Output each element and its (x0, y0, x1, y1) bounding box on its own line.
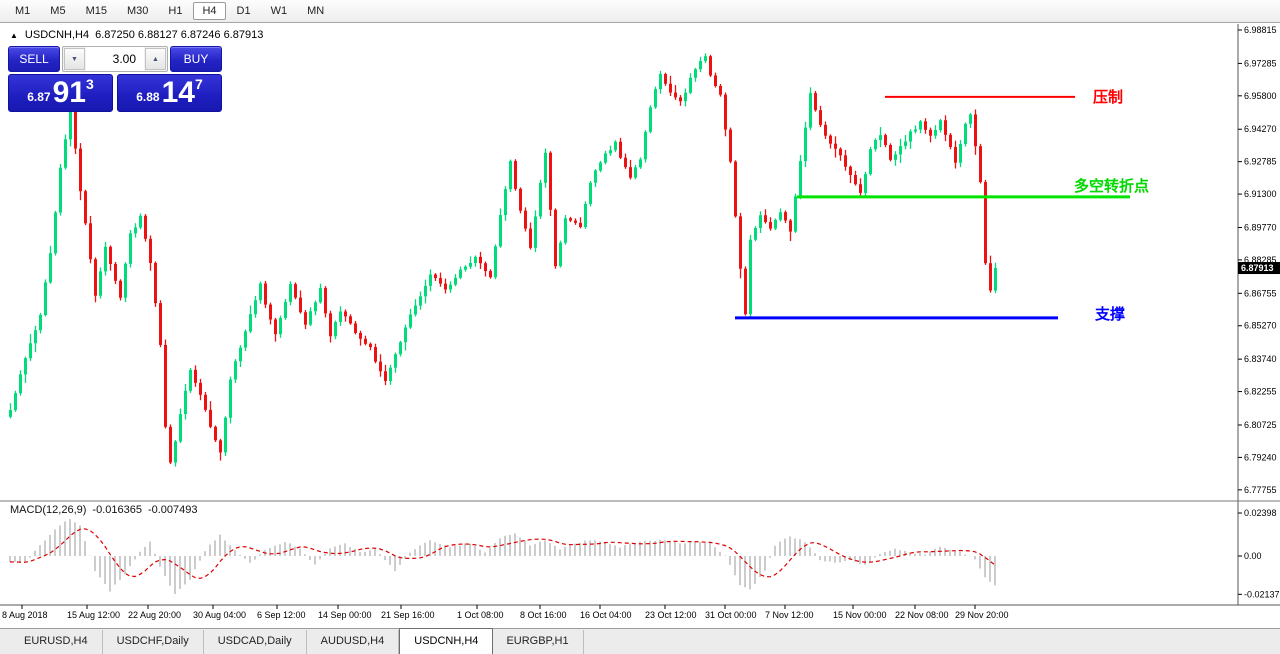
sell-button[interactable]: SELL (8, 46, 60, 72)
bid-price-big: 91 (52, 76, 86, 109)
macd-axis-label: 0.00 (1244, 551, 1262, 561)
chart-header: ▲ USDCNH,H4 6.87250 6.88127 6.87246 6.87… (10, 29, 263, 41)
x-axis-label: 22 Nov 08:00 (895, 610, 949, 620)
x-axis-label: 1 Oct 08:00 (457, 610, 504, 620)
volume-spinner: ▼ 3.00 ▲ (62, 46, 168, 72)
macd-axis-label: 0.02398 (1244, 508, 1277, 518)
timeframe-toolbar: M1 M5 M15 M30 H1 H4 D1 W1 MN (0, 0, 1280, 23)
x-axis-label: 15 Nov 00:00 (833, 610, 887, 620)
price-axis-label: 6.97285 (1244, 58, 1277, 68)
chart-ohlc-values: 6.87250 6.88127 6.87246 6.87913 (95, 29, 264, 41)
x-axis-label: 30 Aug 04:00 (193, 610, 246, 620)
ask-price-prefix: 6.88 (136, 90, 160, 104)
macd-value: -0.016365 (92, 504, 142, 516)
x-axis-label: 22 Aug 20:00 (128, 610, 181, 620)
x-axis-label: 29 Nov 20:00 (955, 610, 1009, 620)
timeframe-button-h1[interactable]: H1 (168, 5, 183, 17)
volume-increase-icon[interactable]: ▲ (145, 48, 166, 70)
price-axis-label: 6.98815 (1244, 25, 1277, 35)
price-axis-label: 6.88285 (1244, 255, 1277, 265)
chart-tab-usdcad-daily[interactable]: USDCAD,Daily (204, 630, 307, 654)
chart-symbol-timeframe: USDCNH,H4 (24, 29, 90, 41)
timeframe-button-h4[interactable]: H4 (193, 2, 226, 20)
timeframe-button-m30[interactable]: M30 (126, 5, 149, 17)
x-axis-label: 23 Oct 12:00 (645, 610, 697, 620)
macd-signal-line (9, 528, 996, 580)
chart-tab-usdchf-daily[interactable]: USDCHF,Daily (103, 630, 204, 654)
macd-indicator-label: MACD(12,26,9) -0.016365 -0.007493 (10, 504, 198, 516)
x-axis-label: 6 Sep 12:00 (257, 610, 306, 620)
price-axis-label: 6.95800 (1244, 91, 1277, 101)
x-axis-label: 15 Aug 12:00 (67, 610, 120, 620)
collapse-chart-icon[interactable]: ▲ (10, 30, 18, 40)
ask-price-box[interactable]: 6.88 14 7 (117, 74, 222, 112)
bid-price-prefix: 6.87 (27, 90, 51, 104)
current-price-label: 6.87913 (1238, 262, 1280, 275)
time-axis: 8 Aug 2018 15 Aug 12:00 22 Aug 20:00 30 Aug… (2, 605, 1009, 620)
trend-lines (735, 95, 1130, 320)
price-axis-label: 6.94270 (1244, 124, 1277, 134)
price-axis-label: 6.92785 (1244, 157, 1277, 167)
ask-price-big: 14 (161, 76, 195, 109)
x-axis-label: 16 Oct 04:00 (580, 610, 632, 620)
annotation-label: 压制 (1093, 89, 1124, 106)
one-click-trading-panel: SELL ▼ 3.00 ▲ BUY 6.87 91 3 6.88 14 7 (8, 46, 222, 112)
buy-button[interactable]: BUY (170, 46, 222, 72)
bid-price-sup: 3 (85, 76, 94, 92)
price-axis-label: 6.82255 (1244, 387, 1277, 397)
price-axis-label: 6.83740 (1244, 354, 1277, 364)
timeframe-button-w1[interactable]: W1 (270, 5, 288, 17)
x-axis-label: 7 Nov 12:00 (765, 610, 814, 620)
x-axis-label: 8 Aug 2018 (2, 610, 48, 620)
price-axis: 6.98815 6.97285 6.95800 6.94270 6.92785 6.913… (1238, 25, 1280, 599)
annotation-label: 多空转折点 (1074, 178, 1150, 195)
timeframe-button-d1[interactable]: D1 (236, 5, 251, 17)
timeframe-button-m1[interactable]: M1 (15, 5, 31, 17)
chart-tab-usdcnh-h4[interactable]: USDCNH,H4 (399, 628, 494, 654)
macd-axis-label: -0.02137 (1244, 589, 1280, 599)
chart-tab-eurusd-h4[interactable]: EURUSD,H4 (10, 630, 103, 654)
x-axis-label: 14 Sep 00:00 (318, 610, 372, 620)
volume-input[interactable]: 3.00 (86, 47, 144, 71)
macd-pane (9, 519, 996, 594)
x-axis-label: 31 Oct 00:00 (705, 610, 757, 620)
timeframe-button-m15[interactable]: M15 (85, 5, 107, 17)
timeframe-button-m5[interactable]: M5 (50, 5, 66, 17)
bid-price-box[interactable]: 6.87 91 3 (8, 74, 113, 112)
price-axis-label: 6.77755 (1244, 485, 1277, 495)
svg-text:6.87913: 6.87913 (1241, 263, 1274, 273)
ask-price-sup: 7 (194, 76, 203, 92)
price-axis-label: 6.91300 (1244, 189, 1277, 199)
chart-tab-eurgbp-h1[interactable]: EURGBP,H1 (492, 630, 584, 654)
chart-tab-bar: EURUSD,H4 USDCHF,Daily USDCAD,Daily AUDUSD,… (0, 628, 1280, 654)
x-axis-label: 21 Sep 16:00 (381, 610, 435, 620)
price-axis-label: 6.85270 (1244, 321, 1277, 331)
annotation-label: 支撑 (1095, 306, 1126, 323)
macd-signal-value: -0.007493 (147, 504, 198, 516)
price-axis-label: 6.80725 (1244, 420, 1277, 430)
chart-tab-audusd-h4[interactable]: AUDUSD,H4 (307, 630, 400, 654)
volume-decrease-icon[interactable]: ▼ (64, 48, 85, 70)
candles (9, 53, 997, 467)
price-axis-label: 6.89770 (1244, 222, 1277, 232)
price-axis-label: 6.86755 (1244, 288, 1277, 298)
macd-name: MACD(12,26,9) (10, 504, 87, 516)
price-axis-label: 6.79240 (1244, 452, 1277, 462)
x-axis-label: 8 Oct 16:00 (520, 610, 567, 620)
timeframe-button-mn[interactable]: MN (307, 5, 325, 17)
